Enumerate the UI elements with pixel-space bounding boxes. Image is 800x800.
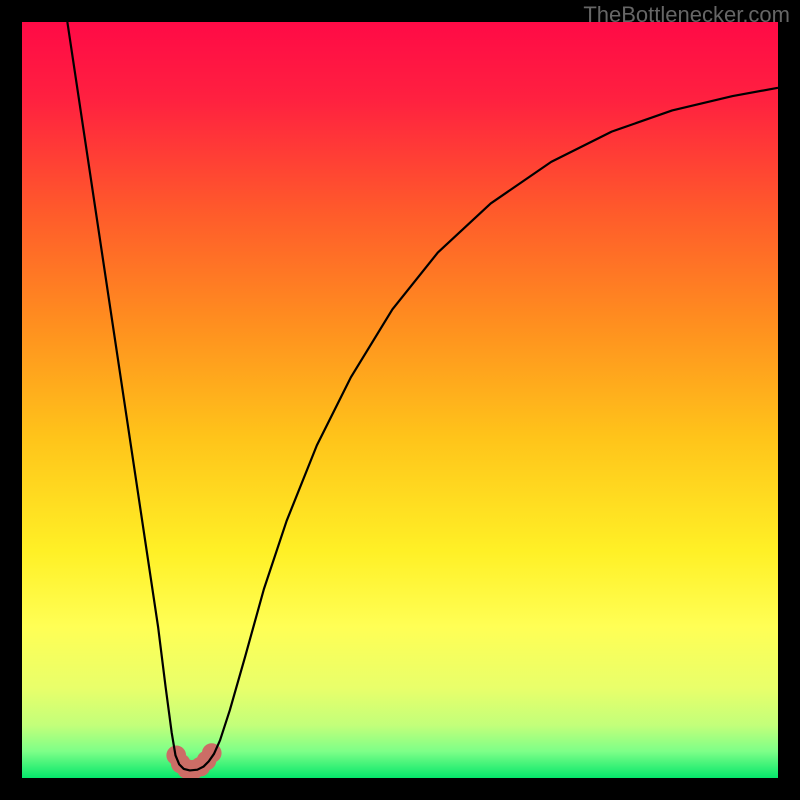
watermark-text: TheBottlenecker.com	[583, 2, 790, 28]
plot-area	[22, 22, 778, 778]
chart-svg	[22, 22, 778, 778]
gradient-background	[22, 22, 778, 778]
